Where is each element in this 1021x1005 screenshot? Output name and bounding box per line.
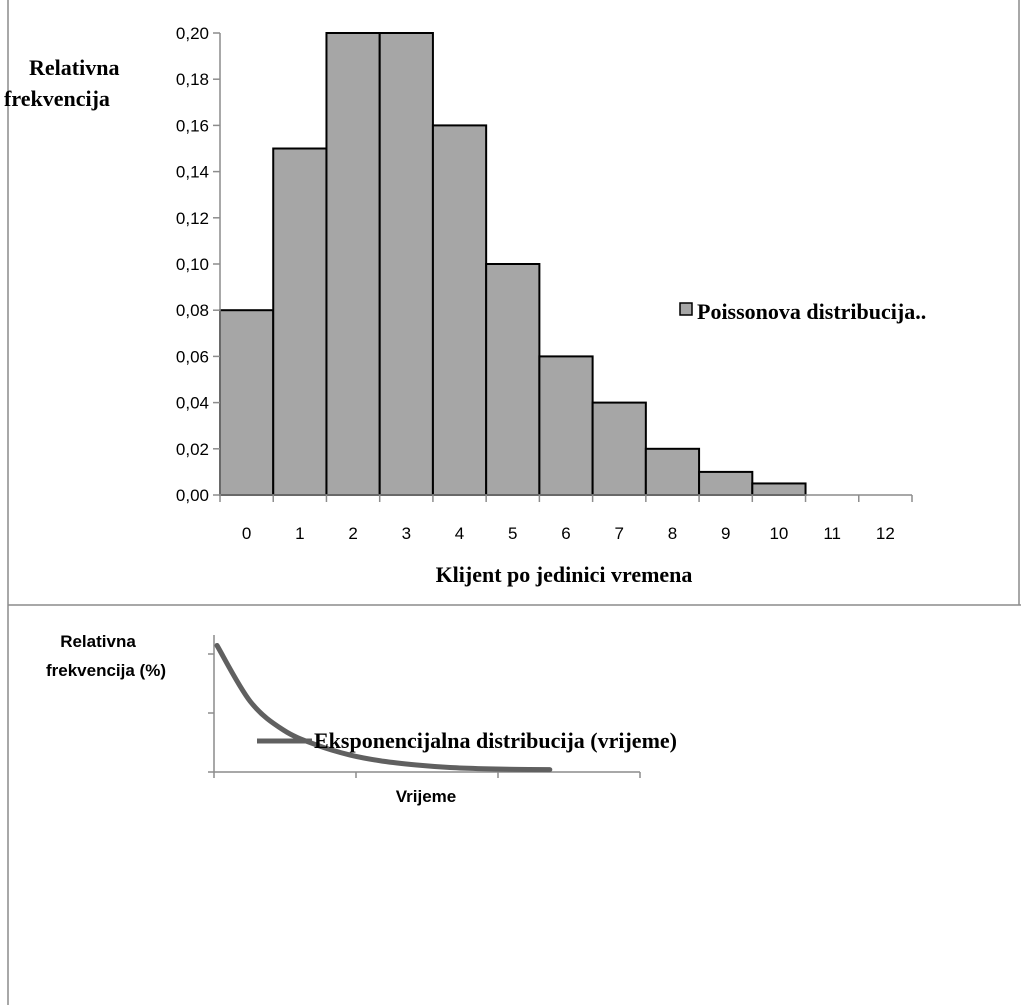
bar-group	[219, 32, 807, 497]
x-tick-label: 9	[721, 524, 730, 543]
bar-5	[485, 263, 541, 496]
bar-3	[378, 32, 434, 496]
x-tick-label: 10	[769, 524, 788, 543]
x-tick-label: 6	[561, 524, 570, 543]
y-axis-label-line-2: frekvencija (%)	[46, 661, 166, 680]
x-tick-label: 3	[402, 524, 411, 543]
x-tick-label: 5	[508, 524, 517, 543]
bar-0	[219, 309, 275, 497]
x-tick-label: 0	[242, 524, 251, 543]
poisson-bar-chart: 0,00 0,02 0,04 0,06 0,08 0,10 0,12 0,14 0,16 0,18…	[4, 24, 926, 587]
series-line	[214, 642, 553, 773]
bar-8	[644, 447, 701, 496]
x-tick-group: 0 1 2 3 4 5 6 7 8 9 10 11 12	[219, 495, 913, 543]
y-tick-label: 0,10	[176, 255, 209, 274]
y-tick-group: 0,00 0,02 0,04 0,06 0,08 0,10 0,12 0,14 0,16 0,18…	[176, 24, 220, 505]
x-axis-label: Vrijeme	[396, 787, 457, 806]
x-axis-label: Klijent po jedinici vremena	[436, 562, 693, 587]
x-tick-label: 12	[876, 524, 895, 543]
x-tick-group	[213, 772, 641, 778]
x-tick-label: 4	[455, 524, 464, 543]
y-tick-label: 0,18	[176, 70, 209, 89]
y-axis-label-line-1: Relativna	[29, 55, 119, 80]
y-tick-label: 0,00	[176, 486, 209, 505]
y-tick-label: 0,12	[176, 209, 209, 228]
y-tick-label: 0,14	[176, 163, 209, 182]
x-tick-label: 11	[823, 524, 841, 543]
bar-4	[431, 124, 488, 497]
x-tick-label: 8	[668, 524, 677, 543]
bar-10	[751, 482, 807, 497]
y-axis-label-line-2: frekvencija	[4, 86, 110, 111]
bar-7	[591, 401, 647, 497]
y-tick-label: 0,06	[176, 347, 209, 366]
y-axis-label-line-1: Relativna	[60, 632, 136, 651]
bar-1	[272, 147, 328, 496]
x-tick-label: 7	[614, 524, 623, 543]
x-tick-label: 2	[348, 524, 357, 543]
bar-2	[325, 32, 381, 496]
y-tick-label: 0,08	[176, 301, 209, 320]
y-tick-group	[208, 653, 214, 773]
x-tick-label: 1	[295, 524, 304, 543]
y-tick-label: 0,16	[176, 116, 209, 135]
bar-6	[538, 355, 594, 496]
exponential-line-chart: Relativna frekvencija (%) Vrijeme Ekspon…	[46, 632, 677, 806]
legend-swatch	[679, 302, 693, 316]
bar-9	[698, 470, 754, 496]
y-tick-label: 0,02	[176, 440, 209, 459]
y-tick-label: 0,20	[176, 24, 209, 43]
y-tick-label: 0,04	[176, 394, 209, 413]
legend-label: Poissonova distribucija..	[697, 299, 926, 324]
legend-label: Eksponencijalna distribucija (vrijeme)	[314, 728, 677, 753]
